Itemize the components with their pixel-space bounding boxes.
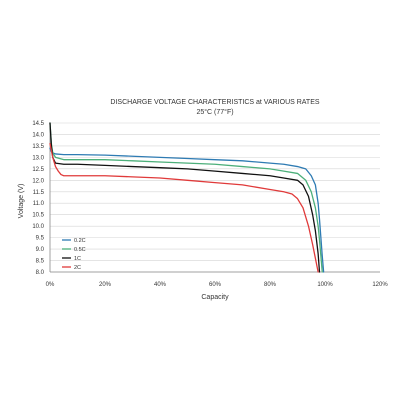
- chart-title: DISCHARGE VOLTAGE CHARACTERISTICS at VAR…: [110, 99, 319, 106]
- x-tick-label: 0%: [46, 282, 55, 288]
- legend-label-2: 1C: [74, 256, 81, 262]
- gridlines: [50, 122, 380, 273]
- y-tick-label: 11.5: [33, 190, 45, 196]
- x-tick-label: 20%: [99, 282, 112, 288]
- series-line-2: [49, 122, 321, 273]
- x-tick-label: 80%: [264, 282, 277, 288]
- legend-label-3: 2C: [74, 265, 81, 271]
- series-line-3: [49, 142, 319, 273]
- x-tick-labels: 0% 20% 40% 60% 80% 100% 120%: [46, 282, 389, 288]
- y-tick-label: 10.0: [32, 224, 44, 230]
- y-tick-label: 10.5: [32, 213, 44, 219]
- y-tick-label: 12.5: [32, 167, 44, 173]
- y-tick-label: 12.0: [32, 178, 44, 184]
- y-tick-label: 13.0: [32, 155, 44, 161]
- legend-label-0: 0.2C: [74, 238, 86, 244]
- x-tick-label: 100%: [317, 282, 333, 288]
- y-tick-label: 14.0: [32, 132, 44, 138]
- axes: [49, 123, 380, 273]
- series-line-1: [49, 122, 323, 273]
- y-tick-label: 8.5: [36, 259, 45, 265]
- legend: 0.2C 0.5C 1C 2C: [62, 238, 86, 271]
- series-line-0: [49, 147, 325, 273]
- y-axis-label: Voltage (V): [18, 184, 25, 219]
- y-tick-label: 13.5: [32, 144, 44, 150]
- y-tick-label: 11.0: [33, 201, 45, 207]
- x-tick-label: 60%: [209, 282, 222, 288]
- x-tick-label: 40%: [154, 282, 167, 288]
- y-tick-label: 9.5: [36, 236, 45, 242]
- y-tick-label: 9.0: [36, 247, 45, 253]
- x-tick-label: 120%: [372, 282, 388, 288]
- series-lines: [49, 122, 325, 273]
- y-tick-labels: 8.0 8.5 9.0 9.5 10.0 10.5 11.0 11.5 12.0 12.5 13.0…: [32, 121, 44, 276]
- legend-label-1: 0.5C: [74, 247, 86, 253]
- x-axis-label: Capacity: [201, 294, 229, 301]
- chart-subtitle: 25°C (77°F): [196, 108, 233, 116]
- y-tick-label: 14.5: [32, 121, 44, 127]
- y-tick-label: 8.0: [36, 270, 45, 276]
